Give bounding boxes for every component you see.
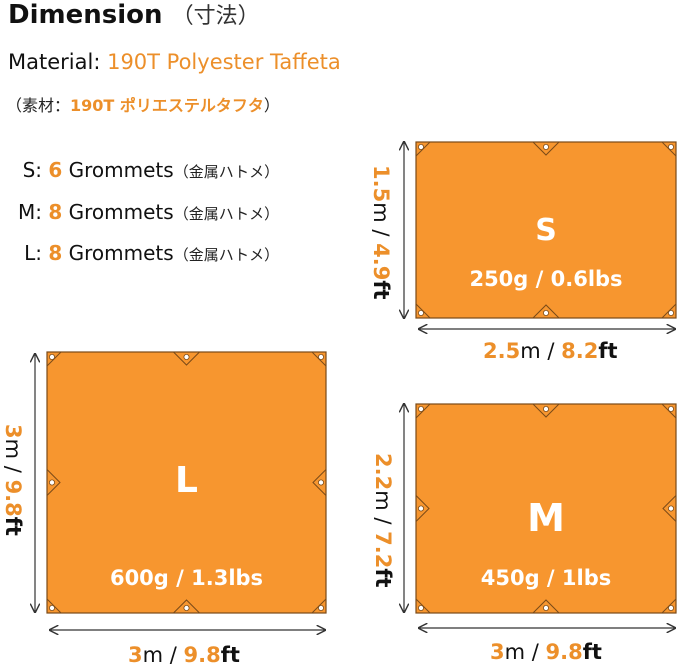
tarp-size-name: M — [527, 496, 565, 540]
size-key: M: — [18, 200, 42, 224]
grommet — [317, 605, 324, 612]
size-key: S: — [22, 158, 42, 182]
material-jp-value: 190T ポリエステルタフタ — [70, 96, 264, 115]
grommet-jp: （金属ハトメ） — [173, 246, 280, 264]
grommet — [49, 479, 56, 486]
grommet-line-m: M: 8 Grommets（金属ハトメ） — [0, 200, 330, 224]
grommet — [49, 605, 56, 612]
l-height-label: 3m / 9.8ft — [1, 424, 25, 536]
m-width-label: 3m / 9.8ft — [490, 640, 602, 664]
grommet-label: Grommets — [68, 200, 174, 224]
edge-patch — [173, 351, 200, 366]
tarp-weight: 600g / 1.3lbs — [110, 566, 263, 590]
grommet — [668, 405, 675, 412]
m-height-label: 2.2m / 7.2ft — [371, 453, 395, 588]
grommet — [317, 479, 324, 486]
grommet-count: 8 — [48, 241, 63, 265]
material-value: 190T Polyester Taffeta — [107, 50, 341, 74]
edge-patch — [662, 495, 677, 522]
edge-patch — [46, 469, 61, 496]
grommet-jp: （金属ハトメ） — [173, 205, 280, 223]
edge-patch — [532, 599, 560, 614]
grommet — [668, 605, 675, 612]
material-jp-open: （素材： — [6, 96, 71, 115]
s-width-label: 2.5m / 8.2ft — [483, 339, 618, 363]
grommet — [317, 353, 324, 360]
edge-patch — [532, 403, 560, 418]
material-line: Material: 190T Polyester Taffeta — [8, 50, 341, 74]
grommet — [543, 143, 550, 150]
tarp-S — [415, 141, 677, 319]
grommet — [543, 309, 550, 316]
title-text: Dimension — [8, 0, 163, 30]
edge-patch — [532, 141, 560, 156]
page-title: Dimension （寸法） — [8, 0, 260, 30]
grommet — [543, 405, 550, 412]
material-jp-line: （素材：190T ポリエステルタフタ） — [6, 92, 280, 116]
tarp-M — [415, 403, 677, 614]
edge-patch — [312, 469, 327, 496]
grommet-line-l: L: 8 Grommets（金属ハトメ） — [0, 241, 330, 265]
tarp-size-name: S — [535, 213, 557, 248]
s-height-label: 1.5m / 4.9ft — [369, 165, 393, 300]
material-label: Material: — [8, 50, 101, 74]
grommet — [183, 605, 190, 612]
grommet — [49, 353, 56, 360]
title-jp: （寸法） — [171, 4, 260, 29]
grommet — [668, 143, 675, 150]
tarp-L — [46, 351, 327, 614]
grommet — [417, 405, 424, 412]
grommet-label: Grommets — [68, 158, 174, 182]
l-width-label: 3m / 9.8ft — [128, 643, 240, 667]
edge-patch — [173, 599, 200, 614]
grommet — [183, 353, 190, 360]
grommet — [417, 605, 424, 612]
grommet-label: Grommets — [68, 241, 174, 265]
grommet — [668, 505, 675, 512]
grommet-count: 6 — [48, 158, 63, 182]
edge-patch — [415, 495, 430, 522]
grommet-count: 8 — [48, 200, 63, 224]
material-jp-close: ） — [263, 96, 280, 115]
grommet — [543, 605, 550, 612]
tarp-weight: 250g / 0.6lbs — [469, 267, 622, 291]
grommet — [417, 143, 424, 150]
tarp-weight: 450g / 1lbs — [481, 566, 612, 590]
edge-patch — [532, 304, 560, 319]
grommet-line-s: S: 6 Grommets（金属ハトメ） — [0, 158, 330, 182]
grommet-jp: （金属ハトメ） — [173, 163, 280, 181]
size-key: L: — [24, 241, 42, 265]
grommet — [417, 505, 424, 512]
grommet — [417, 309, 424, 316]
tarp-size-name: L — [175, 460, 198, 501]
grommet — [668, 309, 675, 316]
